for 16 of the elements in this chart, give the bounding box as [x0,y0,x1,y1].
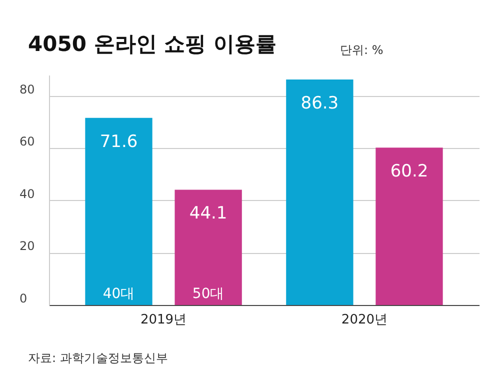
text: 자료: 과학기술정보통신부 [28,350,168,367]
y-tick-label: 40 [20,186,35,201]
y-tick-label: 20 [20,239,35,254]
y-tick-label: 0 [20,292,28,306]
data-label: 86.3 [300,93,339,114]
x-tick-label: 2020년 [341,312,388,328]
series-label: 40대 [102,286,135,302]
series-label: 50대 [192,286,224,302]
text: 단위: % [340,42,384,59]
data-label: 44.1 [189,204,228,224]
x-tick-label: 2019년 [140,312,187,328]
y-tick-label: 60 [20,134,35,149]
data-label: 71.6 [100,132,138,152]
y-tick-label: 80 [20,82,35,96]
chart-title: 4050 온라인 쇼핑 이용률 [28,31,276,58]
data-label: 60.2 [390,162,428,182]
